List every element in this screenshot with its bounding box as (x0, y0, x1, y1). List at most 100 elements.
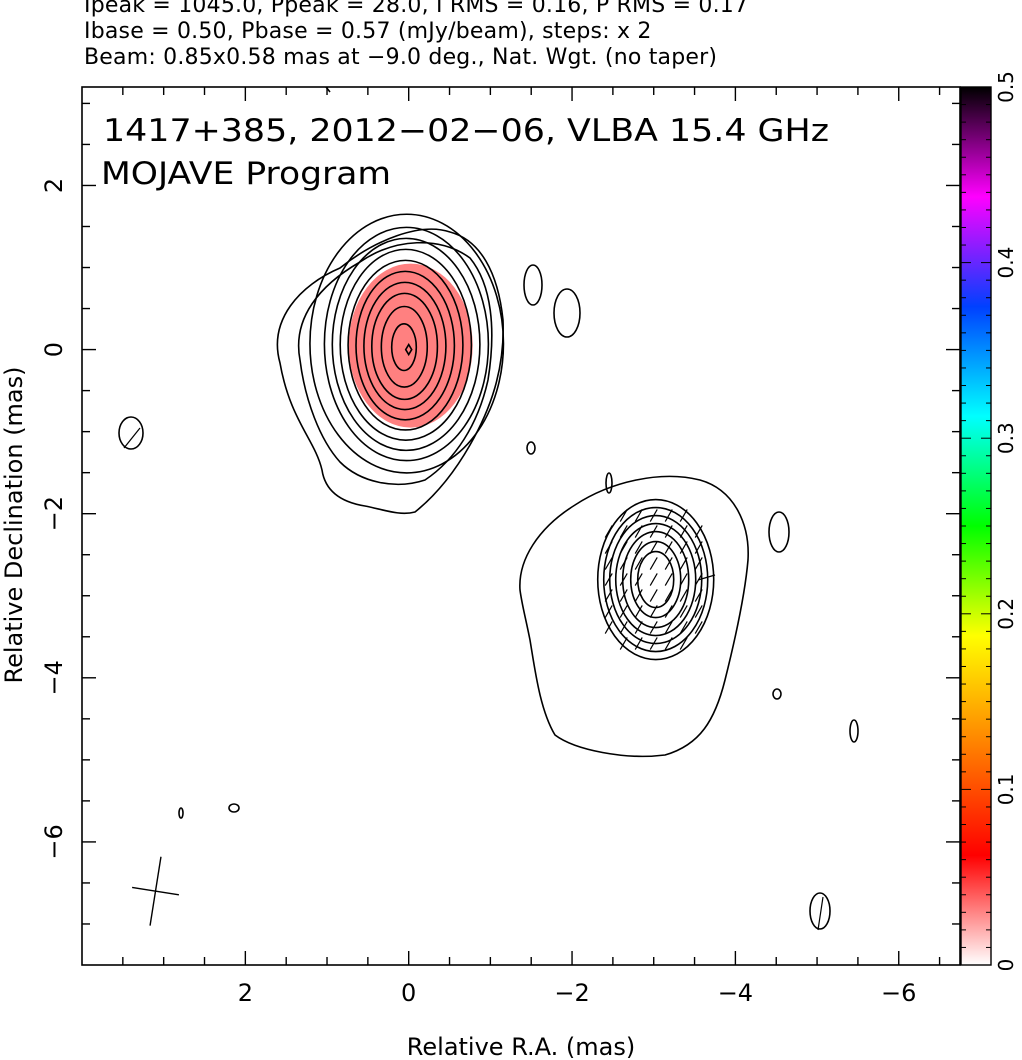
noise-contour (768, 511, 790, 553)
jet-contour (602, 506, 709, 653)
polarization-vector (649, 589, 658, 602)
polarization-vector (679, 605, 688, 618)
ticks-layer: 2 0 −2 −4 −6 2 0 −2 −4 −6 (40, 87, 960, 1007)
polarization-vector (694, 541, 703, 554)
core-contour (390, 323, 418, 372)
core-contour (331, 237, 481, 452)
polarization-vector (619, 637, 628, 650)
beam-minor-axis (132, 886, 180, 896)
polarization-vector (664, 541, 673, 554)
x-tick-label: 0 (401, 979, 416, 1007)
y-tick-label: −6 (40, 824, 68, 859)
polarization-vector (634, 637, 643, 650)
noise-contour (228, 803, 240, 813)
polarization-vector (649, 605, 658, 618)
polarization-vector (664, 621, 673, 634)
colorbar-tick-label: 0.3 (994, 422, 1018, 454)
polarization-vector (634, 541, 643, 554)
polarization-vector (619, 509, 628, 522)
polarization-vector (664, 589, 673, 602)
core-contour (370, 292, 439, 401)
polarization-vector (664, 637, 673, 650)
noise-contour (178, 807, 184, 819)
polarization-vector (694, 621, 703, 634)
colorbar-tick-label: 0.4 (994, 247, 1018, 279)
jet-contour (621, 530, 690, 629)
polarization-vector (694, 557, 703, 570)
jet-contour (596, 498, 715, 661)
noise-contour (553, 288, 581, 338)
noise-contour (772, 688, 782, 700)
y-axis-label: Relative Declination (mas) (0, 366, 28, 683)
noise-vector (123, 427, 141, 449)
core-contour (309, 213, 505, 474)
polarization-vector (664, 509, 673, 522)
polarization-vector (649, 637, 658, 650)
noise-contour (523, 264, 543, 306)
x-tick-label: −6 (881, 979, 916, 1007)
polarization-vector (694, 589, 703, 602)
noise-contour (605, 472, 613, 494)
polarization-vector (679, 557, 688, 570)
header-line-1: Ipeak = 1045.0, Ppeak = 28.0, I RMS = 0.… (84, 0, 749, 18)
polarization-vector (619, 557, 628, 570)
polarization-vector (649, 541, 658, 554)
polarization-vector (634, 573, 643, 586)
polarization-vector (679, 589, 688, 602)
polarization-vector (619, 573, 628, 586)
noise-contour (849, 719, 859, 743)
polarization-vector (679, 509, 688, 522)
polarization-vector (634, 509, 643, 522)
core-contour (355, 270, 456, 421)
y-tick-label: 0 (40, 342, 68, 357)
polarization-vector (694, 605, 703, 618)
polarization-vector (619, 605, 628, 618)
colorbar-tick-label: 0 (994, 959, 1018, 972)
noise-contour (118, 416, 144, 450)
core-contour (276, 87, 504, 515)
plot-frame (81, 86, 961, 966)
x-tick-label: 2 (238, 979, 253, 1007)
colorbar-tick-label: 0.2 (994, 598, 1018, 630)
polarization-vector (619, 621, 628, 634)
polarization-vector (679, 541, 688, 554)
core-contour (380, 305, 429, 388)
polarization-vector (634, 621, 643, 634)
polarization-vector (649, 509, 658, 522)
colorbar-frame (960, 86, 992, 966)
core-contour (363, 281, 447, 411)
jet-contour (608, 514, 703, 645)
polarization-vector (649, 573, 658, 586)
core-contour (323, 226, 490, 462)
noise-vector (817, 896, 824, 931)
jet-contour (614, 522, 697, 637)
colorbar: 0 0.1 0.2 0.3 0.4 0.5 (960, 71, 1018, 971)
polarization-vector (664, 525, 673, 538)
colorbar-tick-label: 0.5 (994, 71, 1018, 103)
polarization-vector (649, 557, 658, 570)
polarization-vector (634, 589, 643, 602)
polarization-vector (604, 525, 613, 538)
chart-subtitle: MOJAVE Program (101, 156, 391, 192)
polarization-fill (348, 263, 473, 428)
colorbar-ticks: 0 0.1 0.2 0.3 0.4 0.5 (961, 71, 1018, 971)
y-tick-label: −4 (40, 660, 68, 695)
contour-layer (118, 87, 859, 931)
polarization-vector (664, 573, 673, 586)
polarization-vector (619, 525, 628, 538)
polarization-vector (604, 589, 613, 602)
polarization-vector (694, 525, 703, 538)
polarization-vector (604, 573, 613, 586)
polarization-vector (604, 557, 613, 570)
polarization-vector (634, 605, 643, 618)
y-tick-label: 2 (40, 178, 68, 193)
chart-title: 1417+385, 2012−02−06, VLBA 15.4 GHz (103, 113, 829, 149)
polarization-vector (649, 621, 658, 634)
core-peak-contour (404, 343, 413, 357)
core-contour (347, 259, 464, 431)
jet-outer-contour (519, 475, 749, 758)
core-contour (339, 248, 473, 441)
polarization-vector (697, 574, 716, 581)
noise-contour (809, 892, 831, 930)
